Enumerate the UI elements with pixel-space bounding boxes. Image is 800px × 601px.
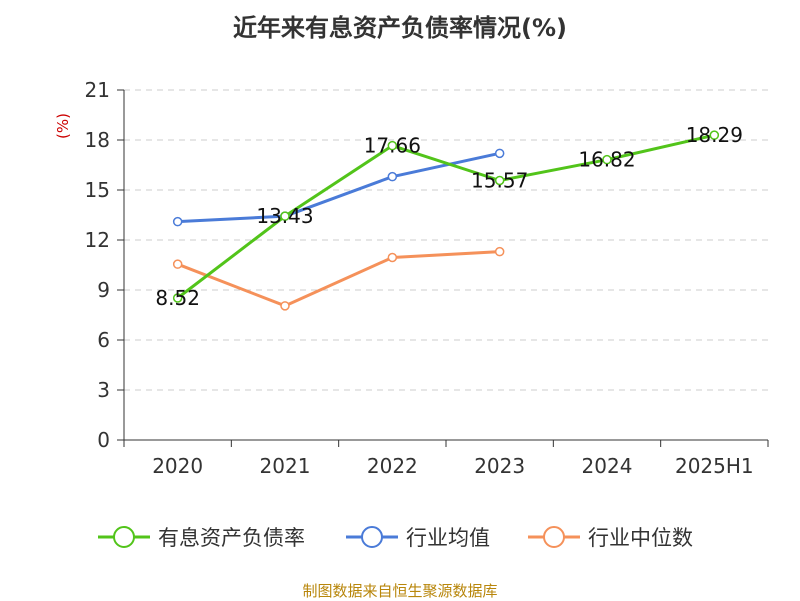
- x-tick-label: 2025H1: [675, 454, 754, 478]
- y-tick-label: 9: [97, 278, 110, 302]
- data-label: 13.43: [256, 204, 313, 228]
- y-tick-label: 12: [85, 228, 110, 252]
- data-label: 15.57: [471, 169, 528, 193]
- y-tick-label: 21: [85, 78, 110, 102]
- data-point: [280, 301, 290, 311]
- y-tick-label: 6: [97, 328, 110, 352]
- x-tick-label: 2020: [152, 454, 203, 478]
- legend-label-0: 有息资产负债率: [158, 526, 305, 550]
- legend-marker-2: [543, 526, 565, 548]
- legend-label-1: 行业均值: [406, 526, 490, 550]
- legend-label-2: 行业中位数: [588, 526, 693, 550]
- gridlines: [124, 89, 768, 391]
- series-line-2: [177, 250, 500, 308]
- x-tick-label: 2024: [582, 454, 633, 478]
- x-tick-label: 2022: [367, 454, 418, 478]
- data-point: [387, 252, 398, 263]
- x-tick-label: 2021: [260, 454, 311, 478]
- data-label: 17.66: [364, 134, 421, 158]
- data-source-note: 制图数据来自恒生聚源数据库: [302, 582, 498, 600]
- y-tick-label: 18: [85, 128, 110, 152]
- data-point: [280, 211, 290, 221]
- y-tick-label: 0: [97, 428, 110, 452]
- data-point: [494, 246, 505, 257]
- data-point: [172, 293, 183, 303]
- y-tick-label: 15: [85, 178, 110, 202]
- data-point: [602, 154, 612, 165]
- legend: 有息资产负债率 行业均值 行业中位数: [98, 526, 693, 550]
- chart-title: 近年来有息资产负债率情况(%): [233, 14, 567, 42]
- data-point: [387, 140, 398, 151]
- data-labels: 8.52 13.43 17.66 15.57 16.82 18.29: [155, 123, 743, 310]
- data-point: [494, 148, 505, 159]
- legend-marker-1: [361, 526, 383, 548]
- y-tick-label: 3: [97, 378, 110, 402]
- data-point: [172, 216, 183, 227]
- series-line-1: [177, 151, 500, 224]
- x-tick-label: 2023: [474, 454, 525, 478]
- series-line-0: [176, 133, 715, 300]
- y-axis-unit-label: (%): [54, 113, 72, 139]
- data-label: 18.29: [686, 123, 743, 147]
- axes: 0 3 6 9 12 15 18 21 2020 2021 2022 2023 2024 2025H1: [85, 78, 769, 478]
- data-point: [387, 171, 398, 182]
- series-lines: [172, 130, 720, 311]
- data-label: 16.82: [578, 148, 635, 172]
- legend-marker-0: [113, 526, 135, 548]
- data-point: [709, 130, 720, 140]
- data-label: 8.52: [155, 286, 200, 310]
- data-point: [172, 259, 183, 269]
- data-point: [494, 175, 505, 186]
